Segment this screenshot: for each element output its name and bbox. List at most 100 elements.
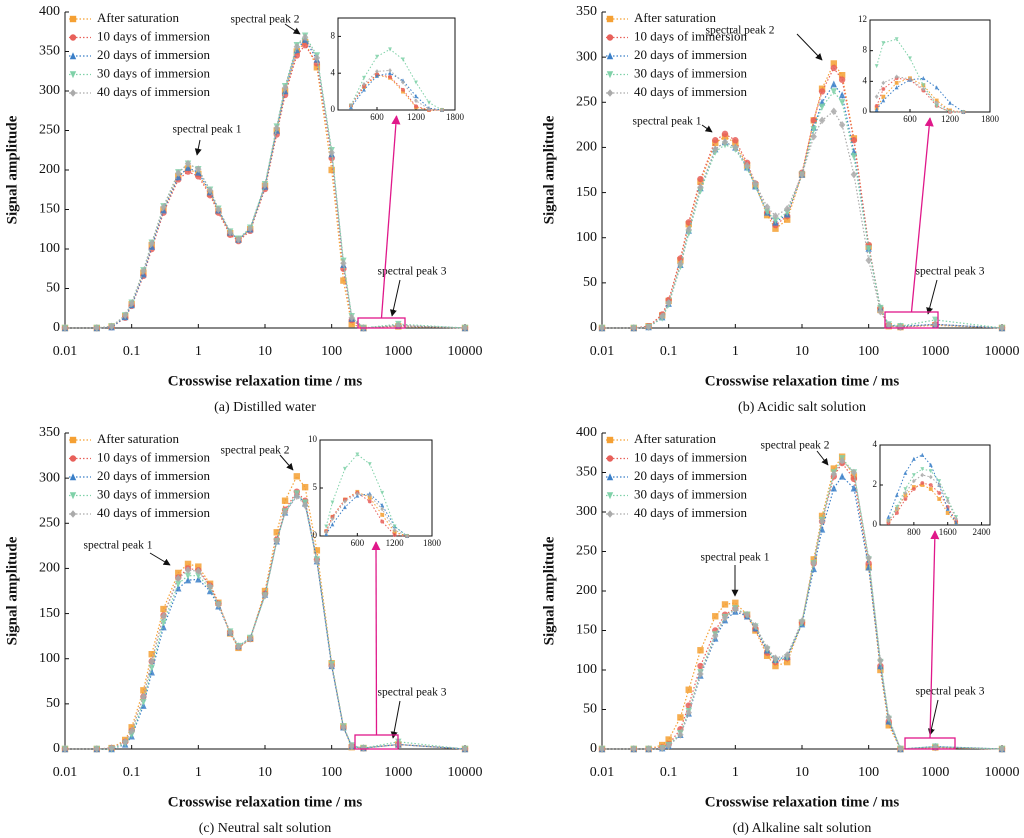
- y-tick-label: 250: [576, 95, 597, 110]
- data-point: [850, 170, 858, 179]
- annotation: spectral peak 1: [84, 540, 153, 552]
- caption: (c) Neutral salt solution: [199, 821, 332, 836]
- data-point: [784, 651, 791, 659]
- legend-label: 10 days of immersion: [634, 449, 748, 464]
- y-tick-label: 150: [576, 623, 597, 638]
- inset-point: [375, 54, 379, 59]
- data-point: [721, 130, 729, 138]
- inset-point: [934, 103, 939, 109]
- data-point: [838, 72, 846, 79]
- data-point: [301, 483, 309, 491]
- y-tick-label: 100: [39, 651, 60, 666]
- annotation: spectral peak 3: [378, 687, 447, 699]
- inset-point: [401, 57, 405, 62]
- x-tick-label: 10000: [985, 344, 1020, 359]
- inset-y-tick-label: 8: [331, 30, 336, 40]
- data-point: [830, 470, 838, 478]
- inset-point: [928, 469, 933, 474]
- inset-point: [401, 87, 405, 92]
- x-tick-label: 10: [795, 765, 809, 780]
- data-point: [772, 662, 779, 670]
- inset-point: [330, 500, 335, 505]
- data-point: [461, 324, 469, 332]
- inset-point: [937, 479, 942, 484]
- y-tick-label: 200: [576, 583, 597, 598]
- data-point: [763, 208, 771, 216]
- data-point: [732, 605, 739, 613]
- legend-marker: [69, 52, 77, 60]
- y-tick-label: 300: [576, 49, 597, 64]
- data-point: [108, 322, 115, 331]
- data-point: [273, 537, 280, 546]
- inset-point: [903, 470, 908, 475]
- zoom-arrow: [371, 541, 381, 736]
- data-point: [122, 737, 129, 746]
- data-point: [195, 567, 202, 575]
- data-point: [645, 745, 652, 753]
- data-point: [865, 256, 872, 265]
- legend-label: 20 days of immersion: [97, 468, 211, 483]
- data-point: [340, 259, 347, 268]
- legend-marker: [69, 15, 77, 23]
- inset-point: [380, 503, 385, 508]
- inset-y-tick-label: 2: [873, 479, 878, 489]
- data-point: [830, 64, 838, 72]
- data-point: [798, 617, 806, 625]
- data-point: [328, 662, 335, 670]
- data-point: [838, 99, 846, 106]
- y-tick-label: 300: [39, 83, 60, 98]
- data-point: [630, 324, 638, 332]
- data-point: [697, 647, 704, 654]
- data-point: [810, 117, 817, 124]
- data-point: [877, 656, 884, 665]
- inset-point: [380, 519, 385, 524]
- panel: 0 50 100 150 200 250 300 350 400 0.01 0.1 1 10 100 100…: [4, 4, 482, 415]
- data-point: [175, 580, 182, 588]
- data-point: [665, 298, 672, 307]
- y-axis-title: Signal amplitude: [541, 536, 557, 645]
- inset-line: [350, 74, 442, 111]
- data-point: [810, 126, 817, 134]
- y-tick-label: 250: [39, 123, 60, 138]
- data-point: [763, 644, 771, 652]
- inset-point: [908, 76, 912, 82]
- series-line: [602, 455, 1003, 750]
- data-point: [697, 183, 704, 191]
- inset-point: [388, 70, 392, 76]
- data-point: [697, 670, 704, 678]
- inset-point: [954, 520, 959, 525]
- annotation: spectral peak 3: [378, 266, 447, 278]
- x-tick-label: 1: [195, 765, 202, 780]
- data-point: [348, 313, 355, 322]
- data-point: [659, 744, 666, 753]
- x-tick-label: 10000: [448, 765, 483, 780]
- data-point: [818, 116, 826, 125]
- inset-point: [874, 64, 879, 69]
- data-point: [215, 600, 222, 609]
- legend-marker: [69, 455, 77, 462]
- data-point: [328, 166, 335, 174]
- y-tick-label: 200: [39, 561, 60, 576]
- zoom-arrow: [929, 530, 940, 739]
- x-axis-title: Crosswise relaxation time / ms: [168, 794, 363, 810]
- inset-line: [876, 76, 964, 113]
- inset-point: [392, 524, 397, 529]
- inset-point: [405, 533, 410, 539]
- data-point: [206, 186, 214, 195]
- series-line: [65, 493, 466, 750]
- data-point: [148, 239, 155, 248]
- data-point: [885, 321, 892, 330]
- data-point: [293, 42, 301, 51]
- data-point: [850, 475, 858, 483]
- x-tick-label: 1: [732, 344, 739, 359]
- data-point: [677, 714, 684, 721]
- legend-marker: [606, 15, 614, 23]
- data-point: [732, 137, 739, 144]
- data-point: [140, 692, 147, 701]
- inset-line: [876, 77, 964, 113]
- x-tick-label: 0.01: [590, 765, 615, 780]
- x-tick-label: 0.01: [53, 344, 78, 359]
- data-point: [128, 727, 135, 735]
- data-point: [281, 508, 289, 517]
- inset-point: [362, 75, 366, 81]
